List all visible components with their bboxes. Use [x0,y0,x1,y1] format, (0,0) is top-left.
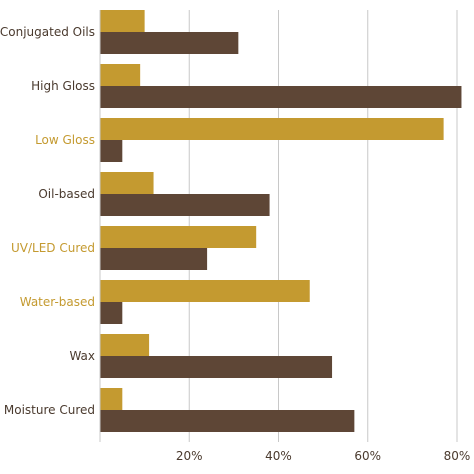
category-label: UV/LED Cured [11,241,95,255]
bar-gold [100,10,145,32]
bar-gold [100,226,257,248]
category-label: Low Gloss [35,133,95,147]
category-label: High Gloss [31,79,95,93]
bar-brown [100,86,462,108]
bar-gold [100,334,150,356]
bar-gold [100,118,444,140]
x-tick-labels: 20% 40% 60% 80% [176,449,470,463]
category-labels: Conjugated Oils High Gloss Low Gloss Oil-ba… [0,25,95,417]
bar-gold [100,280,310,302]
bar-brown [100,248,208,270]
category-label: Water-based [20,295,95,309]
bars [100,10,462,432]
bar-gold [100,172,154,194]
x-tick-label: 80% [444,449,471,463]
bar-gold [100,388,123,410]
category-label: Oil-based [38,187,95,201]
bar-brown [100,410,355,432]
bar-brown [100,356,333,378]
bar-brown [100,302,123,324]
category-label: Wax [69,349,95,363]
bar-brown [100,140,123,162]
bar-brown [100,32,239,54]
bar-gold [100,64,141,86]
category-label: Moisture Cured [4,403,95,417]
bar-brown [100,194,270,216]
x-tick-label: 60% [354,449,381,463]
x-tick-label: 20% [176,449,203,463]
x-tick-label: 40% [265,449,292,463]
category-label: Conjugated Oils [0,25,95,39]
